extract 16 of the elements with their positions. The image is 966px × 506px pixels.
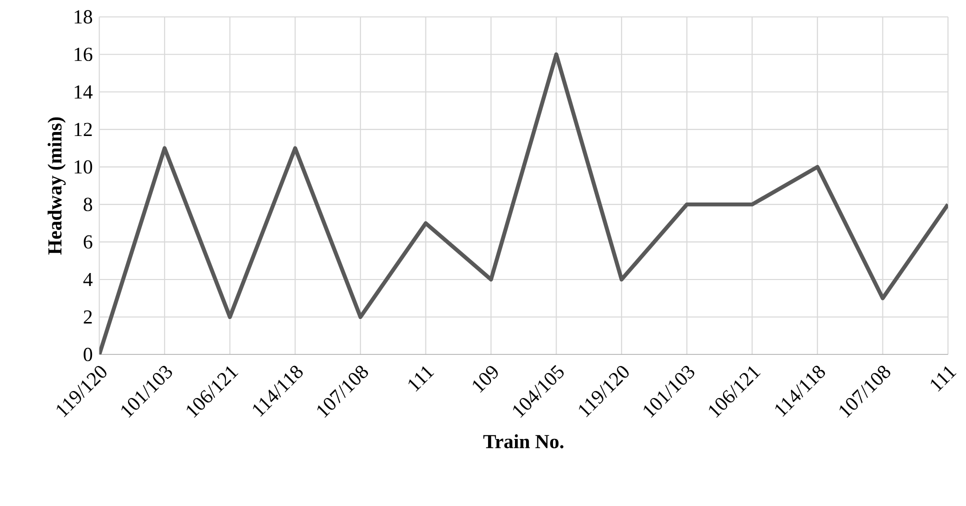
- y-tick-label: 4: [83, 272, 93, 286]
- y-tick-label: 16: [74, 48, 92, 61]
- x-tick-label: 109: [472, 366, 498, 393]
- y-tick-label: 14: [74, 85, 93, 98]
- y-tick-label: 10: [74, 160, 92, 174]
- line-series: [99, 52, 948, 354]
- y-tick-label: 8: [84, 198, 92, 211]
- y-tick-label: 0: [84, 348, 92, 361]
- y-tick-label: 18: [74, 10, 92, 24]
- y-tick-label: 2: [84, 310, 92, 324]
- x-tick-label: 111: [408, 366, 434, 392]
- y-axis-title: Headway (mins): [48, 117, 66, 254]
- y-tick-label: 12: [74, 122, 92, 136]
- x-tick-label: 111: [930, 366, 956, 392]
- x-axis-title: Train No.: [483, 434, 564, 448]
- y-tick-label: 6: [84, 235, 92, 248]
